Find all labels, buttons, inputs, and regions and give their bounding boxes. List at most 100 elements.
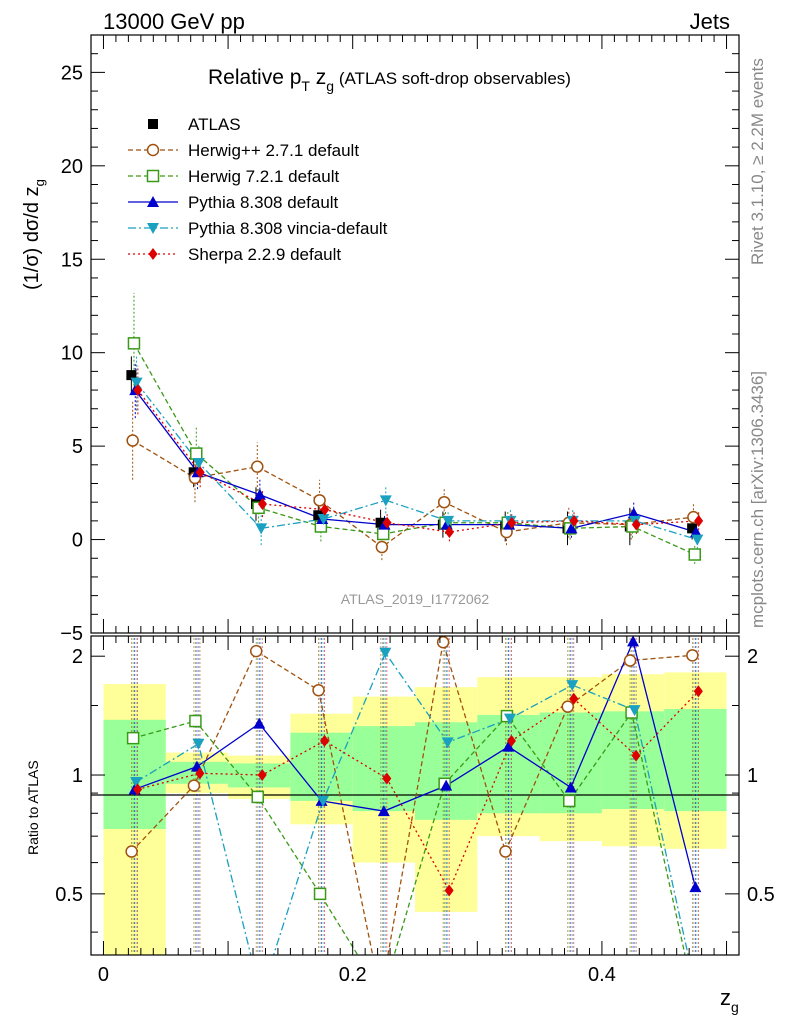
herwig-2-7-1-default-point [126, 434, 139, 447]
pythia-8-308-vincia-default-point [691, 534, 704, 546]
sherpa-2-2-9-default-point [195, 466, 205, 479]
sherpa-2-2-9-default-ratio-line [137, 690, 699, 892]
legend-label-sherpa-2-2-9-default: Sherpa 2.2.9 default [188, 245, 341, 264]
herwig-2-7-1-default-ratio-point [187, 779, 201, 792]
ratio-y-axis-label: Ratio to ATLAS [25, 760, 41, 855]
herwig-7-2-1-default-point [376, 527, 390, 541]
herwig-2-7-1-default-ratio-point [499, 845, 512, 858]
main-y-axis-label: (1/σ) dσ/d zg [21, 179, 47, 290]
sherpa-2-2-9-default-point [257, 498, 267, 511]
herwig-2-7-1-default-point [313, 494, 326, 507]
herwig-2-7-1-default-point [437, 495, 451, 509]
sherpa-2-2-9-default-point [507, 516, 517, 529]
sherpa-2-2-9-default-line [137, 389, 699, 533]
legend-label-herwig-7-2-1-default: Herwig 7.2.1 default [188, 167, 339, 186]
atlas-point [375, 517, 386, 528]
pythia-8-308-default-point [690, 526, 703, 538]
sherpa-2-2-9-default-point [694, 514, 704, 527]
ratio-y-tick-label: 1 [72, 765, 83, 787]
pythia-8-308-default-ratio-point [377, 805, 390, 817]
ratio-y-tick-label-right: 2 [747, 646, 758, 668]
analysis-id: ATLAS_2019_I1772062 [341, 591, 490, 607]
pythia-8-308-default-ratio-point [502, 740, 515, 752]
mcplots-credit: mcplots.cern.ch [arXiv:1306.3436] [748, 371, 767, 628]
legend-label-atlas: ATLAS [188, 115, 241, 134]
x-tick-label: 0 [98, 964, 109, 986]
pythia-8-308-vincia-default-point [192, 457, 205, 469]
sherpa-2-2-9-default-ratio-point [133, 783, 143, 796]
sherpa-2-2-9-default-ratio-point [444, 884, 454, 897]
pythia-8-308-vincia-default-point [379, 495, 392, 507]
header-process: Jets [690, 9, 730, 34]
herwig-2-7-1-default-ratio-point [623, 654, 637, 667]
herwig-2-7-1-default-line [132, 439, 694, 548]
pythia-8-308-default-ratio-point [440, 779, 453, 791]
legend-label-herwig-2-7-1-default: Herwig++ 2.7.1 default [188, 141, 359, 160]
pythia-8-308-vincia-default-ratio-point [130, 777, 143, 789]
sherpa-2-2-9-default-point [631, 518, 641, 531]
herwig-2-7-1-default-ratio-point [312, 683, 325, 697]
legend-label-pythia-8-308-vincia-default: Pythia 8.308 vincia-default [188, 219, 388, 238]
herwig-7-2-1-default-ratio-point [563, 794, 576, 808]
sherpa-2-2-9-default-ratio-point [693, 685, 703, 698]
sherpa-2-2-9-default-point [320, 503, 330, 516]
x-tick-label: 0.4 [588, 964, 616, 986]
herwig-2-7-1-default-ratio-point [125, 845, 138, 858]
pythia-8-308-default-point [627, 507, 640, 519]
pythia-8-308-default-point [253, 488, 266, 500]
sherpa-2-2-9-default-point [382, 516, 392, 529]
herwig-7-2-1-default-point [127, 337, 141, 350]
main-y-tick-label: −5 [60, 623, 83, 645]
sherpa-2-2-9-default-ratio-point [382, 772, 392, 785]
pythia-8-308-default-ratio-point [627, 635, 640, 647]
pythia-8-308-default-point [565, 522, 578, 534]
pythia-8-308-default-ratio-line [134, 639, 697, 888]
atlas-point [687, 523, 698, 534]
pythia-8-308-vincia-default-ratio-line [135, 651, 689, 955]
sherpa-2-2-9-default-point [444, 526, 454, 539]
herwig-7-2-1-default-point [688, 548, 701, 561]
pythia-8-308-default-ratio-point [689, 881, 702, 893]
ratio-y-tick-label-right: 0.5 [747, 884, 775, 906]
herwig-7-2-1-default-ratio-point [126, 731, 140, 745]
ratio-panel: 0.5 0.5 1 1 2 2 0 0.2 0.4 [55, 635, 775, 986]
herwig-2-7-1-default-ratio-point [561, 700, 575, 713]
herwig-7-2-1-default-ratio-line [132, 710, 686, 955]
herwig-2-7-1-default-ratio-point [436, 635, 450, 649]
herwig-7-2-1-default-ratio-point [313, 887, 327, 901]
pythia-8-308-default-ratio-point [564, 781, 577, 793]
sherpa-2-2-9-default-ratio-point [631, 749, 641, 762]
sherpa-2-2-9-default-ratio-point [569, 692, 579, 705]
pythia-8-308-vincia-default-ratio-point [628, 705, 641, 717]
sherpa-2-2-9-default-ratio-point [195, 767, 205, 780]
pythia-8-308-default-ratio-point [253, 717, 266, 729]
legend-marker [146, 169, 160, 183]
main-y-tick-label: 15 [61, 249, 83, 271]
pythia-8-308-vincia-default-point [442, 515, 455, 527]
main-y-tick-label: 5 [72, 436, 83, 458]
ratio-y-tick-label: 0.5 [55, 884, 83, 906]
pythia-8-308-vincia-default-ratio-point [441, 737, 454, 749]
herwig-2-7-1-default-ratio-point [249, 644, 263, 658]
main-y-tick-label: 20 [61, 156, 83, 178]
main-y-tick-label: 0 [72, 530, 83, 552]
header-energy: 13000 GeV pp [103, 9, 245, 34]
uncertainty-band-inner [352, 726, 415, 812]
herwig-2-7-1-default-point [375, 540, 389, 554]
sherpa-2-2-9-default-ratio-point [320, 734, 330, 747]
legend-marker [147, 196, 159, 207]
atlas-point [126, 370, 137, 381]
sherpa-2-2-9-default-ratio-point [257, 769, 267, 782]
legend-marker [148, 119, 158, 129]
main-y-tick-label: 10 [61, 343, 83, 365]
ratio-y-tick-label-right: 1 [747, 765, 758, 787]
pythia-8-308-default-line [134, 389, 697, 533]
pythia-8-308-vincia-default-point [255, 523, 268, 535]
main-y-tick-label: 25 [61, 62, 83, 84]
sherpa-2-2-9-default-point [569, 514, 579, 527]
ratio-y-tick-label: 2 [72, 646, 83, 668]
legend-marker [146, 143, 160, 157]
pythia-8-308-vincia-default-ratio-point [317, 795, 330, 807]
pythia-8-308-vincia-default-ratio-point [379, 647, 392, 659]
legend-marker [147, 223, 159, 234]
